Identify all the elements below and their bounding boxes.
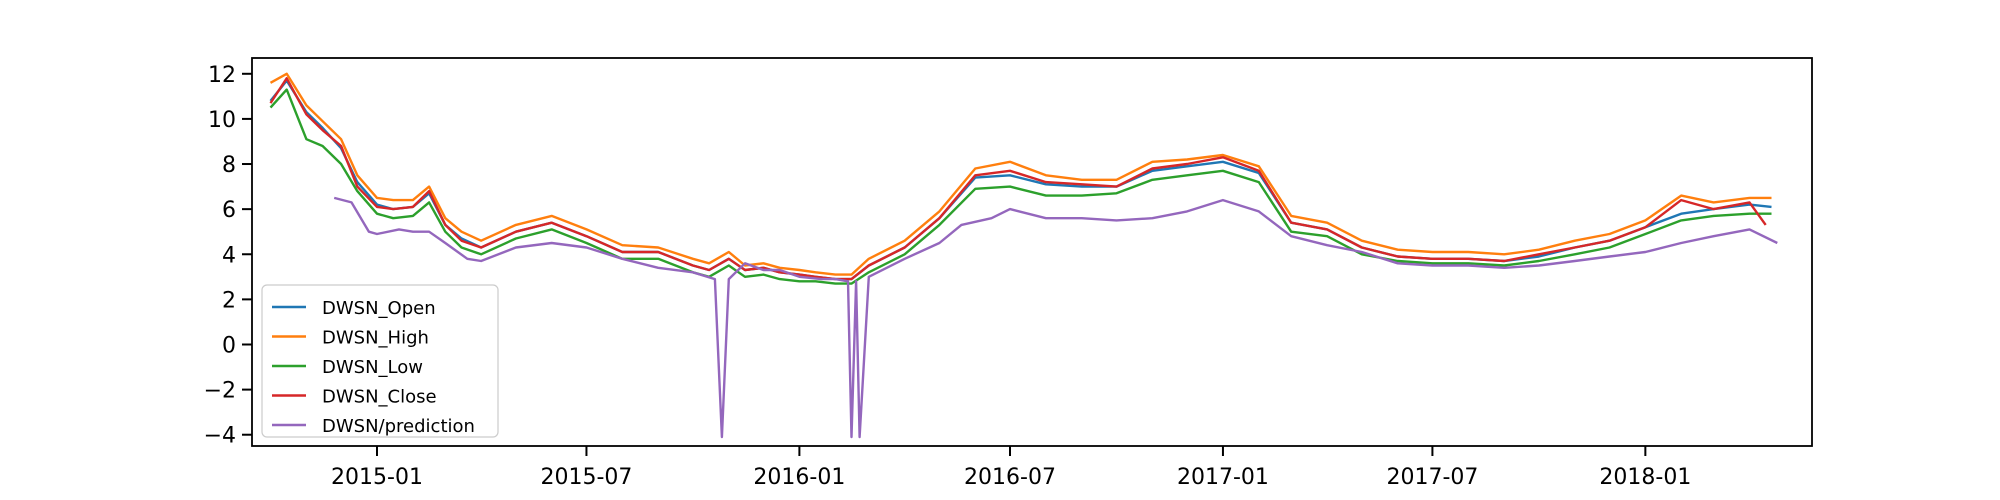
x-tick-label: 2018-01 [1599, 465, 1691, 490]
y-tick-label: −4 [204, 424, 236, 449]
legend-label: DWSN_Low [322, 357, 423, 378]
legend-label: DWSN/prediction [322, 416, 475, 437]
y-tick-label: 10 [208, 108, 236, 133]
series-layer [269, 72, 1778, 439]
x-tick-label: 2016-01 [753, 465, 845, 490]
y-tick-label: 4 [222, 243, 236, 268]
y-tick-label: 8 [222, 153, 236, 178]
series-line-dwsn-high [269, 72, 1772, 276]
y-tick-label: 2 [222, 288, 236, 313]
series-line-dwsn-prediction [333, 196, 1778, 439]
x-tick-label: 2015-01 [331, 465, 423, 490]
y-tick-label: 12 [208, 63, 236, 88]
legend-label: DWSN_Open [322, 298, 436, 319]
legend: DWSN_Open DWSN_High DWSN_Low DWSN_Close DWSN… [261, 284, 499, 438]
y-tick-label: 0 [222, 333, 236, 358]
y-tick-label: 6 [222, 198, 236, 223]
legend-frame [261, 284, 499, 438]
x-tick-label: 2017-07 [1386, 465, 1478, 490]
y-tick-label: −2 [204, 379, 236, 404]
x-tick-label: 2016-07 [964, 465, 1056, 490]
legend-label: DWSN_Close [322, 387, 437, 408]
x-tick-label: 2015-07 [540, 465, 632, 490]
legend-label: DWSN_High [322, 328, 429, 349]
x-tick-label: 2017-01 [1177, 465, 1269, 490]
series-line-dwsn-low [269, 88, 1772, 285]
series-line-dwsn-close [269, 77, 1767, 281]
axis-layer: 12 10 8 6 4 2 0 −2 −4 2015-01 2015-07 2016-01 2016-0… [204, 63, 1692, 490]
